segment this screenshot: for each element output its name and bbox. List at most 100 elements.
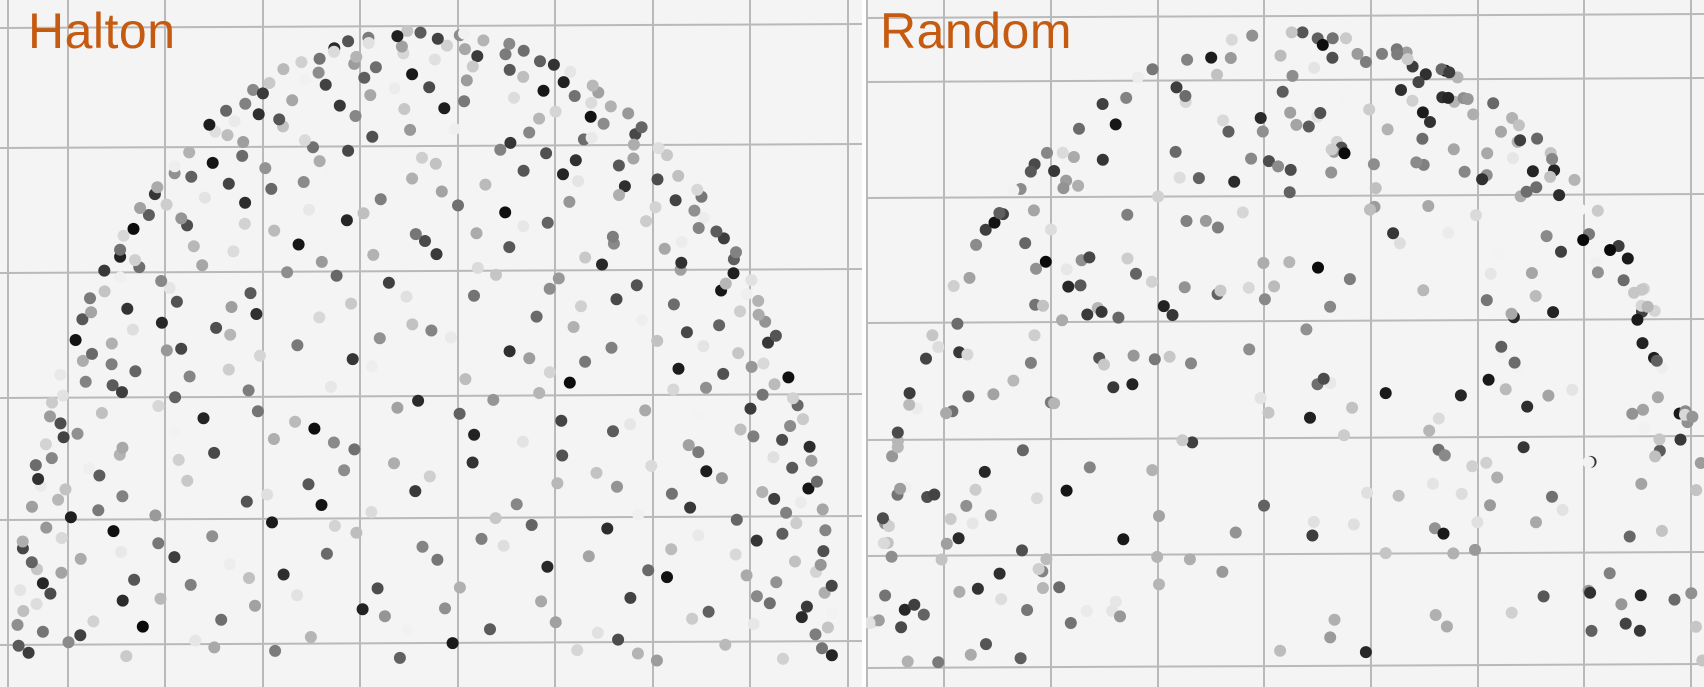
sample-point [825,579,838,592]
sample-point [988,216,1001,229]
sample-point [817,545,830,558]
sample-point [1120,91,1133,104]
sample-point [1379,387,1392,400]
sample-point [1440,620,1453,633]
sample-point [1258,293,1271,306]
sample-point [1064,617,1077,629]
sample-point [1363,103,1376,116]
sample-point [128,573,141,586]
sample-point [969,483,982,496]
sample-point [610,293,623,306]
sample-point [1111,137,1124,150]
sample-point [1376,47,1388,60]
sample-point [541,216,554,229]
sample-point [253,349,266,362]
sample-point [1272,160,1285,173]
sample-point [926,329,939,342]
sample-point [1257,257,1270,269]
sample-point [935,553,948,566]
sample-point [22,646,35,659]
sample-point [1308,61,1321,74]
sample-point [710,225,723,238]
sample-point [281,266,294,279]
sample-point [740,569,753,582]
sample-point [525,519,538,531]
sample-point [1024,356,1037,369]
sample-point [533,387,546,399]
sample-point [590,466,603,479]
sample-point [1505,606,1518,619]
sample-point [819,524,832,537]
sample-point [1317,372,1330,385]
sample-point [1499,383,1512,396]
sample-point [803,440,816,453]
sample-point [752,294,765,307]
sample-point [362,37,375,49]
sample-point [1276,85,1289,98]
sample-point [378,610,391,623]
sample-point [249,599,261,612]
sample-point [1521,400,1534,413]
sample-point [1153,578,1165,591]
sample-point [168,551,181,564]
sample-point [126,323,139,336]
sample-point [1634,589,1647,602]
sample-point [605,341,618,354]
sample-point [1181,53,1194,66]
sample-point [185,170,198,183]
sample-point [1325,166,1338,179]
sample-point [700,465,713,478]
grid-line-horizontal [0,268,862,274]
sample-point [1169,145,1182,158]
sample-point [1637,403,1649,416]
sample-point [92,504,105,517]
sample-point [106,379,119,392]
sample-point [323,165,336,178]
sample-point [732,347,745,360]
sample-point [423,81,436,94]
sample-point [895,621,908,634]
sample-point [1442,226,1455,239]
sample-point [1021,604,1034,616]
sample-point [1041,146,1053,159]
sample-point [1526,165,1539,178]
sample-point [1339,94,1352,107]
sample-point [1412,76,1425,89]
sample-point [1505,307,1518,320]
sample-point [183,370,196,383]
sample-point [901,655,914,668]
sample-point [729,548,742,561]
sample-point [172,453,185,466]
sample-point [155,316,168,329]
sample-point [1062,280,1075,293]
sample-point [163,281,176,294]
sample-point [1256,125,1269,138]
sample-point [1016,544,1028,557]
sample-point [1482,373,1495,386]
sample-point [477,34,490,47]
sample-point [563,376,576,389]
sample-point [1476,173,1489,186]
sample-point [1183,553,1196,566]
sample-point [1242,281,1255,294]
sample-point [894,482,907,495]
sample-point [585,131,598,144]
sample-point [1316,38,1329,51]
sample-point [1126,378,1139,391]
sample-point [499,206,512,219]
sample-point [366,130,379,143]
sample-point [30,598,43,610]
sample-point [503,63,516,76]
sample-point [489,512,502,525]
sample-point [1443,66,1456,79]
sample-point [395,40,408,53]
sample-point [184,578,197,591]
sample-point [1229,526,1242,539]
sample-point [187,240,200,253]
sample-point [1364,203,1376,216]
sample-point [423,470,436,483]
sample-point [809,628,822,641]
sample-point [76,313,89,326]
sample-point [1039,255,1052,268]
sample-point [645,459,658,472]
